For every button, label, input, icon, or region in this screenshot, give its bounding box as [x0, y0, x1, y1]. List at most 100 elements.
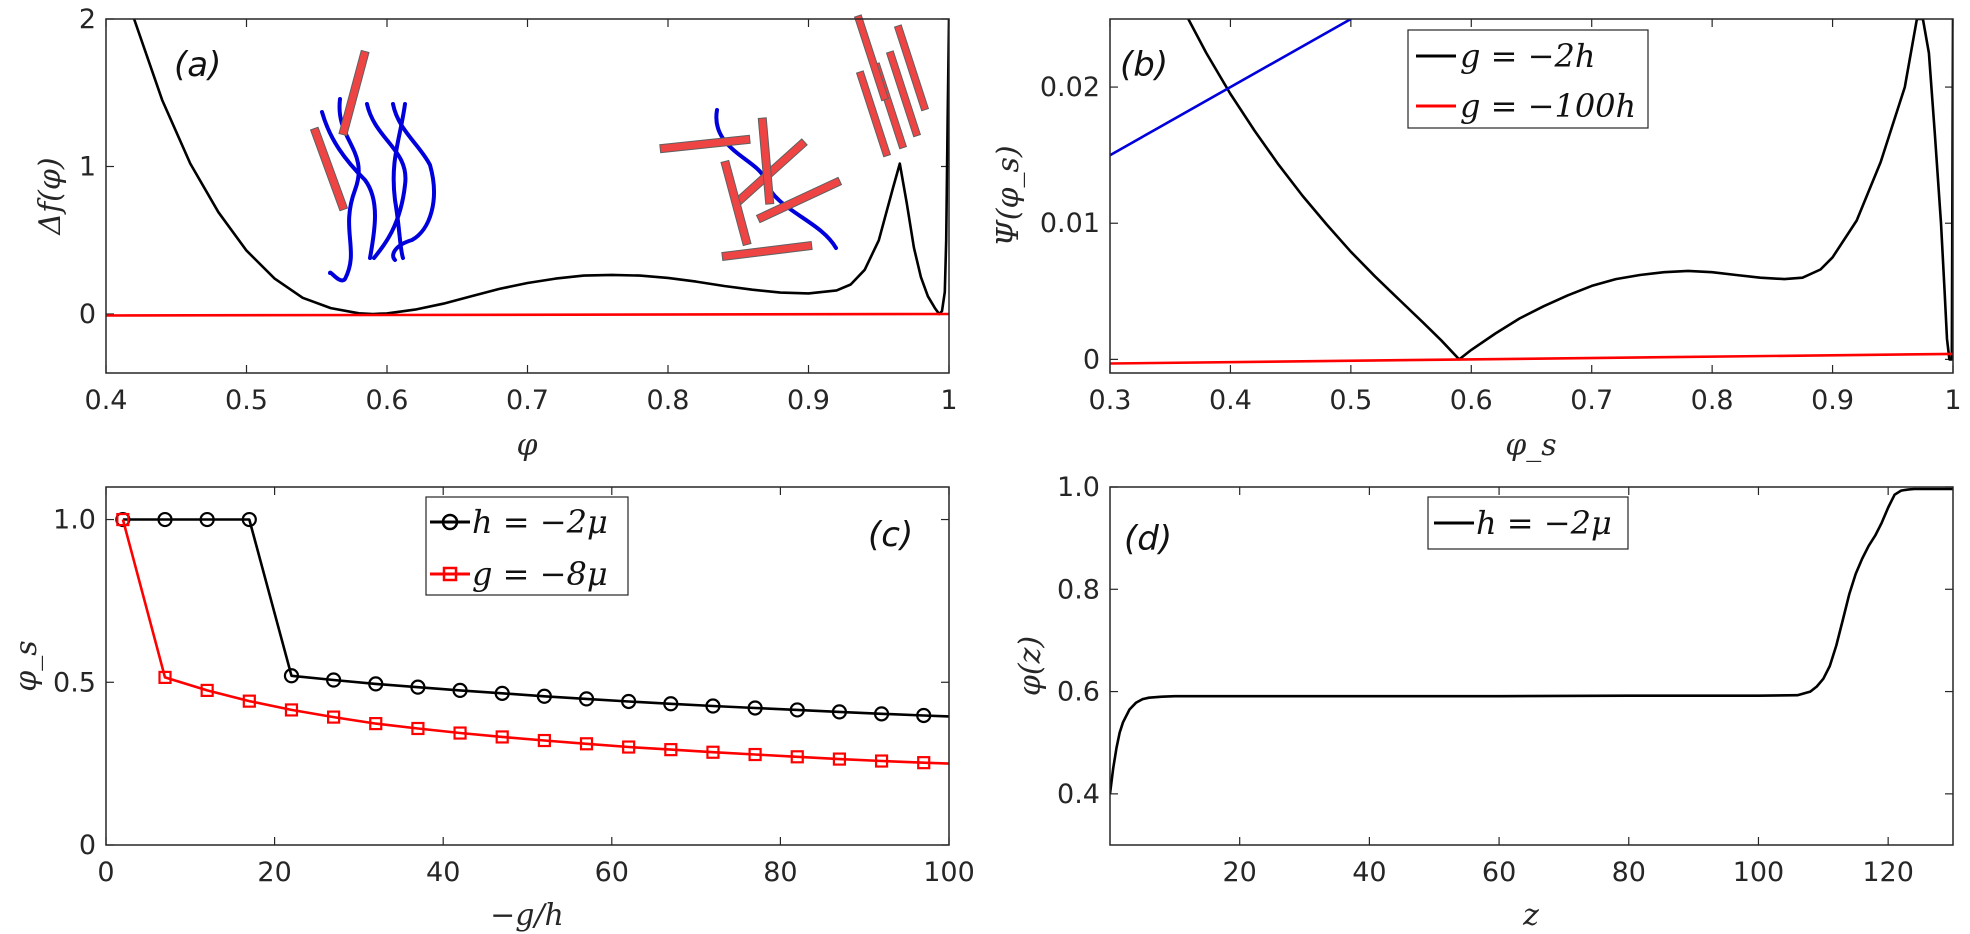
panel-c-xtick-label: 0	[97, 857, 114, 888]
panel-a-ylabel: Δf(φ)	[33, 157, 68, 235]
panel-a-ticks: 0.4 0.5 0.6 0.7 0.8 0.9 1 0 1 2	[79, 4, 958, 416]
panel-a-series-0-line	[132, 19, 949, 316]
panel-b-xtick-label: 0.4	[1209, 385, 1252, 416]
panel-a-series-1-line	[106, 312, 949, 317]
panel-c-marker-point	[242, 694, 256, 708]
panel-b-legend-box	[1407, 29, 1649, 129]
panel-a-ytick-label: 0	[79, 299, 96, 330]
panel-c-series-1-line	[121, 519, 949, 765]
panel-a-ytick-label: 2	[79, 4, 96, 35]
panel-c-series-0-line	[122, 518, 949, 718]
panel-d: 20 40 60 80 100 120 0.4 0.6 0.8 1.0 (d) h = −2μ z…	[1013, 472, 1954, 933]
panel-b-legend-label-1: g = −100h	[1460, 87, 1636, 125]
panel-c-marker-point	[536, 688, 552, 704]
panel-b-xtick-label: 0.5	[1329, 385, 1372, 416]
panel-b-xtick-label: 0.8	[1691, 385, 1734, 416]
panel-c-marker-point	[917, 756, 931, 770]
panel-c-xtick-label: 80	[763, 857, 797, 888]
panel-d-legend-label-0: h = −2μ	[1476, 504, 1612, 542]
panel-c-marker-point	[832, 752, 847, 766]
panel-c-marker-point	[663, 696, 679, 712]
panel-a-xtick-label: 0.6	[366, 385, 409, 416]
panel-c-marker-point	[326, 672, 342, 688]
panel-c-marker-point	[748, 747, 762, 762]
panel-d-xtick-label: 100	[1733, 857, 1785, 888]
panel-c-ytick-label: 0	[79, 830, 96, 861]
panel-c-marker-point	[621, 693, 637, 710]
panel-c-marker-point	[157, 511, 173, 528]
panel-d-ytick-label: 0.8	[1057, 574, 1100, 605]
panel-c-legend-box	[425, 496, 629, 596]
panel-a-xtick-label: 0.7	[506, 385, 549, 416]
panel-c-marker-point	[579, 737, 594, 751]
panel-a-xtick-label: 0.8	[647, 385, 690, 416]
panel-c-marker-point	[284, 703, 299, 717]
panel-c-marker-point	[790, 750, 804, 764]
panel-b-ytick-label: 0.01	[1040, 208, 1100, 239]
sketch-disordered-icon	[309, 49, 436, 283]
panel-c-xtick-label: 40	[426, 857, 460, 888]
panel-c-marker-point	[705, 698, 721, 714]
panel-b: 0.3 0.4 0.5 0.6 0.7 0.8 0.9 1 0 0.01 0.02 (b) g = …	[991, 18, 1962, 463]
panel-b-xtick-label: 1	[1944, 385, 1961, 416]
panel-c-marker-point	[410, 679, 426, 695]
panel-c-marker-point	[369, 717, 383, 731]
panel-d-frame	[1109, 486, 1954, 846]
panel-c-tag: (c)	[868, 515, 913, 555]
panel-c-marker-point	[453, 726, 467, 740]
panel-c-marker-point	[747, 700, 763, 716]
panel-c-xtick-label: 20	[257, 857, 291, 888]
panel-c-marker-point	[916, 707, 932, 724]
panel-d-xtick-label: 20	[1223, 857, 1257, 888]
sketch-smectic-icon	[853, 14, 930, 158]
panel-c-marker-point	[327, 710, 341, 724]
panel-c-marker-point	[411, 721, 425, 736]
panel-c-marker-point	[664, 743, 678, 757]
panel-a-xtick-label: 0.4	[85, 385, 128, 416]
panel-c-marker-point	[789, 702, 805, 718]
panel-c-marker-point	[158, 670, 172, 684]
panel-c-xlabel: −g/h	[490, 898, 564, 933]
panel-c-lines	[115, 511, 949, 770]
panel-b-xtick-label: 0.3	[1089, 385, 1132, 416]
panel-a: 0.4 0.5 0.6 0.7 0.8 0.9 1 0 1 2	[33, 4, 958, 463]
panel-a-xtick-label: 0.9	[787, 385, 830, 416]
panel-a-frame	[105, 18, 950, 374]
panel-b-legend-label-0: g = −2h	[1460, 37, 1595, 75]
panel-c-marker-point	[874, 754, 889, 768]
panel-c-ytick-label: 1.0	[53, 505, 96, 536]
panel-c-legend-label-1: g = −8μ	[472, 555, 608, 593]
panel-c-xtick-label: 100	[923, 857, 975, 888]
panel-a-xtick-label: 1	[940, 385, 957, 416]
panel-d-ytick-label: 0.6	[1057, 677, 1100, 708]
panel-b-xlabel: φ_s	[1505, 428, 1556, 463]
panel-b-tag: (b)	[1120, 45, 1168, 85]
panel-c-legend-label-0: h = −2μ	[472, 503, 608, 541]
panel-a-ytick-label: 1	[79, 152, 96, 183]
panel-b-xtick-label: 0.7	[1570, 385, 1613, 416]
panel-b-series-2-line	[1110, 19, 1352, 157]
panel-b-ytick-label: 0.02	[1040, 72, 1100, 103]
panel-b-series-0-line	[1187, 19, 1953, 361]
panel-c-legend-marker-square	[442, 566, 458, 582]
panel-c-marker-point	[241, 511, 257, 528]
panel-c-marker-point	[495, 730, 509, 744]
panel-c-marker-point	[199, 511, 215, 528]
panel-b-series-1-line	[1110, 352, 1953, 365]
panel-c-marker-point	[706, 745, 720, 759]
panel-c-marker-point	[578, 691, 595, 707]
panel-d-xtick-label: 120	[1862, 857, 1914, 888]
panel-a-tag: (a)	[174, 45, 221, 85]
panel-d-ylabel: φ(z)	[1013, 636, 1048, 696]
panel-c-xtick-label: 60	[595, 857, 629, 888]
panel-d-series-0-line	[1110, 487, 1953, 795]
panel-b-ticks: 0.3 0.4 0.5 0.6 0.7 0.8 0.9 1 0 0.01 0.02	[1040, 19, 1962, 416]
panel-d-ytick-label: 1.0	[1057, 472, 1100, 503]
panel-c-legend: h = −2μ g = −8μ	[425, 496, 629, 596]
panel-c-ylabel: φ_s	[9, 640, 44, 691]
panel-b-xtick-label: 0.9	[1811, 385, 1854, 416]
panel-c-marker-point	[622, 740, 636, 754]
panel-c-ticks: 0 20 40 60 80 100 0 0.5 1.0	[53, 487, 975, 888]
panel-c-marker-point	[283, 668, 300, 684]
